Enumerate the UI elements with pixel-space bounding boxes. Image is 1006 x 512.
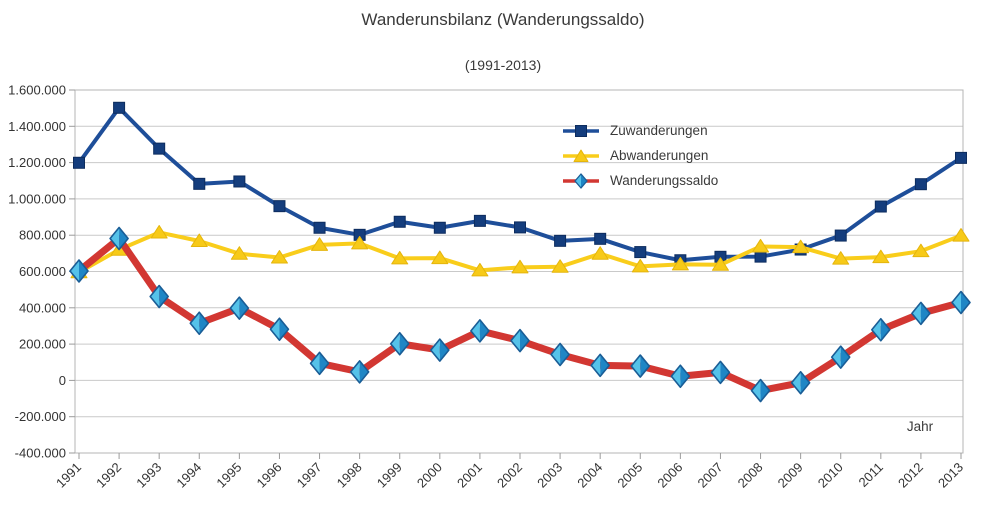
x-tick-label: 2009 (775, 460, 806, 491)
x-tick-label: 2003 (534, 460, 565, 491)
legend-marker-triangle-icon (563, 149, 599, 162)
x-tick-label: 1997 (294, 460, 325, 491)
legend-item-abwanderungen: Abwanderungen (562, 143, 718, 168)
y-tick-label: 600.000 (19, 264, 66, 279)
x-axis: 1991 1992 1993 1994 1995 1996 1997 1998 1999 2000… (53, 453, 966, 491)
chart-subtitle: (1991-2013) (464, 57, 542, 73)
x-tick-label: 1998 (334, 460, 365, 491)
x-tick-label: 1993 (133, 460, 164, 491)
x-tick-label: 2000 (414, 460, 445, 491)
x-tick-label: 1992 (93, 460, 124, 491)
legend-marker-diamond-icon (563, 172, 599, 189)
x-tick-label: 2012 (895, 460, 926, 491)
y-tick-label: 200.000 (19, 337, 66, 352)
x-tick-label: 2006 (654, 460, 685, 491)
x-tick-label: 2008 (735, 460, 766, 491)
y-tick-label: 1.600.000 (8, 83, 66, 98)
y-tick-label: 1.200.000 (8, 155, 66, 170)
y-tick-label: 1.000.000 (8, 191, 66, 206)
x-tick-label: 2001 (454, 460, 485, 491)
series-wanderungssaldo (69, 226, 971, 403)
legend-label: Wanderungssaldo (610, 173, 719, 188)
x-tick-label: 2005 (614, 460, 645, 491)
x-tick-label: 1999 (374, 460, 405, 491)
x-tick-label: 2013 (935, 460, 966, 491)
x-tick-label: 1991 (53, 460, 84, 491)
x-tick-label: 1996 (254, 460, 285, 491)
series-abwanderungen (70, 224, 970, 279)
y-axis: 1.600.000 1.400.000 1.200.000 1.000.000 800.… (8, 83, 75, 461)
y-tick-label: 1.400.000 (8, 119, 66, 134)
y-tick-label: 400.000 (19, 300, 66, 315)
x-tick-label: 1995 (213, 460, 244, 491)
legend: Zuwanderungen Abwanderungen Wanderungssa… (562, 118, 718, 193)
x-tick-label: 1994 (173, 460, 204, 491)
x-tick-label: 2004 (574, 460, 605, 491)
y-tick-label: 800.000 (19, 228, 66, 243)
x-tick-label: 2002 (494, 460, 525, 491)
legend-label: Zuwanderungen (610, 123, 708, 138)
chart-title: Wanderunsbilanz (Wanderungssaldo) (361, 10, 645, 29)
y-tick-label: -400.000 (15, 446, 66, 461)
series-zuwanderungen (73, 101, 967, 267)
legend-marker-square-icon (563, 124, 599, 137)
x-tick-label: 2011 (856, 460, 886, 490)
legend-item-zuwanderungen: Zuwanderungen (562, 118, 718, 143)
legend-label: Abwanderungen (610, 148, 709, 163)
legend-item-wanderungssaldo: Wanderungssaldo (562, 168, 718, 193)
y-tick-label: -200.000 (15, 409, 66, 424)
x-tick-label: 2007 (695, 460, 726, 491)
y-tick-label: 0 (59, 373, 66, 388)
x-axis-title: Jahr (906, 419, 934, 434)
x-tick-label: 2010 (815, 460, 846, 491)
